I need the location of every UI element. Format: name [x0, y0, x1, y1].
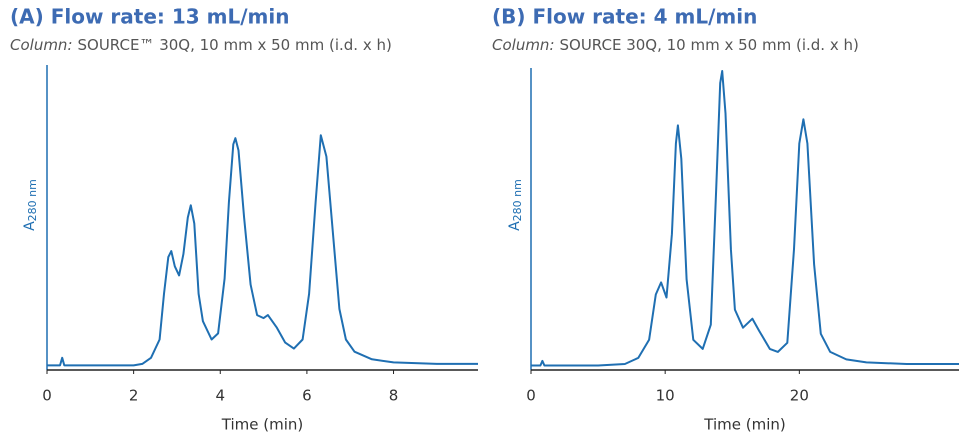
subtitle-label: Column: [10, 36, 73, 54]
x-tick-label: 6 [302, 387, 312, 405]
y-label-main: A [507, 221, 523, 231]
y-label-sub: 280 nm [26, 179, 39, 221]
y-label-sub: 280 nm [511, 179, 524, 221]
x-tick-label: 8 [389, 387, 399, 405]
chart-title: (A) Flow rate: 13 mL/min [10, 5, 289, 29]
chart-panel: (B) Flow rate: 4 mL/min Column: SOURCE 30Q… [492, 5, 959, 434]
x-tick-label: 20 [790, 387, 809, 405]
y-label-main: A [22, 221, 38, 231]
x-tick-label: 0 [526, 387, 536, 405]
x-tick-label: 4 [215, 387, 225, 405]
chart-panel: (A) Flow rate: 13 mL/min Column: SOURCE™ 3… [10, 5, 478, 434]
x-tick-label: 0 [42, 387, 52, 405]
x-tick-label: 2 [129, 387, 139, 405]
chart-title: (B) Flow rate: 4 mL/min [492, 5, 757, 29]
y-axis-label: A280 nm [507, 179, 524, 231]
chart-subtitle: Column: SOURCE 30Q, 10 mm x 50 mm (i.d. x… [492, 36, 859, 54]
chromatogram-line [47, 134, 478, 367]
x-tick-label: 10 [656, 387, 675, 405]
subtitle-label: Column: [492, 36, 555, 54]
x-axis-label: Time (min) [703, 416, 785, 434]
chromatogram-line [531, 70, 959, 367]
x-axis-label: Time (min) [221, 416, 303, 434]
y-axis-label: A280 nm [22, 179, 39, 231]
chart-subtitle: Column: SOURCE™ 30Q, 10 mm x 50 mm (i.d. … [10, 36, 392, 54]
subtitle-text: SOURCE 30Q, 10 mm x 50 mm (i.d. x h) [560, 36, 859, 54]
subtitle-text: SOURCE™ 30Q, 10 mm x 50 mm (i.d. x h) [78, 36, 392, 54]
